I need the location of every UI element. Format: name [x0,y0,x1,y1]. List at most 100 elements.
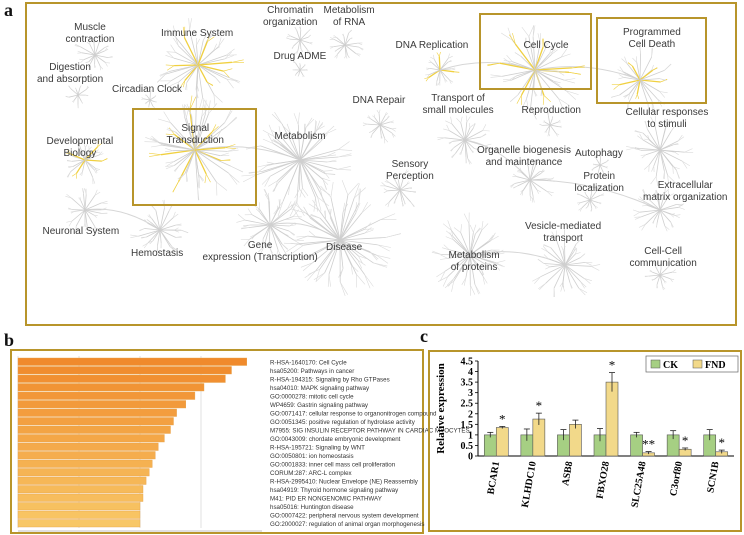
enrich-bar [17,417,174,426]
expr-significance-mark: * [536,398,543,413]
enrich-term-label: hsa04010: MAPK signaling pathway [270,385,370,392]
pathway-label-vesicle: Vesicle-mediated transport [525,221,602,244]
pathway-tree-protloc [576,187,605,212]
enrich-term-label: GO:0051345: positive regulation of hydro… [270,419,416,426]
pathway-tree-metabolism [241,112,353,217]
highlight-cellcycle-box [479,13,592,90]
pathway-tree-dnarep [424,51,460,86]
expression-frame [428,350,742,532]
pathway-label-autophagy: Autophagy [575,148,623,159]
pathway-tree-digestion [65,85,90,109]
enrich-term-label: R-HSA-1640170: Cell Cycle [270,360,347,367]
enrich-term-label: hsa05200: Pathways in cancer [270,368,354,375]
pathway-tree-muscle [74,34,113,71]
pathway-label-sensory: Sensory Perception [386,159,434,182]
enrich-bar [17,502,141,511]
expr-legend-label-ck: CK [663,360,678,371]
panel-a-letter: a [4,0,13,20]
pathway-tree-cellcell [644,260,677,291]
expr-legend-box [645,355,739,373]
pathway-tree-circadian [141,90,157,108]
expr-y-tick-label: 2 [468,409,473,420]
pathway-tree-neuronal [65,187,108,233]
panel-b-letter: b [4,330,15,350]
pathway-label-cellcell: Cell-Cell communication [629,246,697,269]
pathway-label-circadian: Circadian Clock [112,84,183,95]
pathway-label-gene: Gene expression (Transcription) [202,240,318,263]
pathway-tree-sensory [380,169,417,208]
pathway-label-reproduction: Reproduction [521,105,581,116]
enrich-term-label: GO:0000278: mitotic cell cycle [270,394,354,401]
pathway-tree-immune [156,18,245,109]
expr-category-label: FBXO28 [595,461,612,500]
pathway-label-protloc: Protein localization [574,171,624,194]
pathway-tree-signal [144,95,244,201]
expr-significance-mark: * [609,358,616,373]
enrich-term-label: R-HSA-194315: Signaling by Rho GTPases [270,377,390,384]
pathway-tree-reproduction [539,112,562,137]
enrich-term-label: GO:0043009: chordate embryonic developme… [270,436,401,443]
expr-category-label: KLHDC10 [520,461,539,509]
enrich-bar [17,485,144,494]
pathway-label-transport: Transport of small molecules [422,93,494,116]
hub-connector [534,66,641,81]
pathway-label-cellcycle: Cell Cycle [523,40,569,51]
pathway-tree-dnarepair [362,109,397,144]
enrich-bar [17,442,159,451]
pathway-label-neuronal: Neuronal System [42,226,120,237]
pathway-tree-autophagy [591,154,609,175]
pathway-label-organelle: Organelle biogenesis and maintenance [477,145,571,168]
expr-bar-fnd [605,381,619,457]
enrich-bar [17,366,232,375]
expr-y-tick-label: 3 [468,388,473,399]
enrich-bar [17,476,147,485]
hub-connector [84,208,161,231]
pathway-label-devbio: Developmental Biology [46,136,114,159]
enrich-bar [17,408,177,417]
pathway-label-digestion: Digestion and absorption [37,62,104,85]
highlight-pcd-box [596,17,707,104]
panel-c-letter: c [420,326,428,346]
pathway-tree-pcd [611,44,672,114]
enrich-bar [17,425,171,434]
pathway-label-disease: Disease [326,242,363,253]
pathway-tree-rna [329,29,364,59]
expr-bar-fnd [569,424,582,457]
highlight-signal-box [132,108,257,206]
enrich-bar [17,451,156,460]
enrich-term-label: hsa05016: Huntington disease [270,504,354,511]
pathway-label-muscle: Muscle contraction [65,22,115,45]
enrich-term-label: GO:0007422: peripheral nervous system de… [270,513,419,520]
enrich-term-label: WP4659: Gastrin signaling pathway [270,402,369,409]
pathway-label-ecm: Extracellular matrix organization [643,180,728,203]
enrich-bar [17,391,196,400]
pathway-tree-hemostasis [130,199,189,253]
expr-y-tick-label: 1 [468,430,473,441]
enrich-bar [17,434,165,443]
expr-bar-fnd [495,427,509,457]
expr-category-label: BCAR1 [486,461,503,496]
expr-y-label: Relative expression [435,363,447,454]
expr-bar-ck [630,434,643,457]
pathway-tree-organelle [509,158,555,203]
enrich-bar [17,459,153,468]
enrich-term-label: hsa04919: Thyroid hormone signaling path… [270,487,399,494]
enrich-bar [17,519,141,528]
pathway-tree-devbio [66,138,108,185]
enrich-term-label: M41: PID ER NONGENOMIC PATHWAY [270,496,382,503]
reactome-overview-frame [25,2,737,326]
pathway-label-chromatin: Chromatin organization [263,5,318,28]
enrich-bar [17,374,226,383]
pathway-tree-vesicle [532,229,601,298]
enrich-bar [17,383,205,392]
pathway-label-dnarepair: DNA Repair [352,95,406,106]
pathway-tree-transport [437,115,492,165]
expr-y-tick-label: 0.5 [461,441,474,452]
enrich-term-label: GO:0001833: inner cell mass cell prolife… [270,462,396,469]
enrich-term-label: GO:2000027: regulation of animal organ m… [270,521,424,528]
enrich-term-label: GO:0050801: ion homeostasis [270,453,354,460]
expr-y-tick-label: 2.5 [461,399,474,410]
pathway-tree-metprot [431,212,506,296]
pathway-label-pcd: Programmed Cell Death [623,27,681,50]
